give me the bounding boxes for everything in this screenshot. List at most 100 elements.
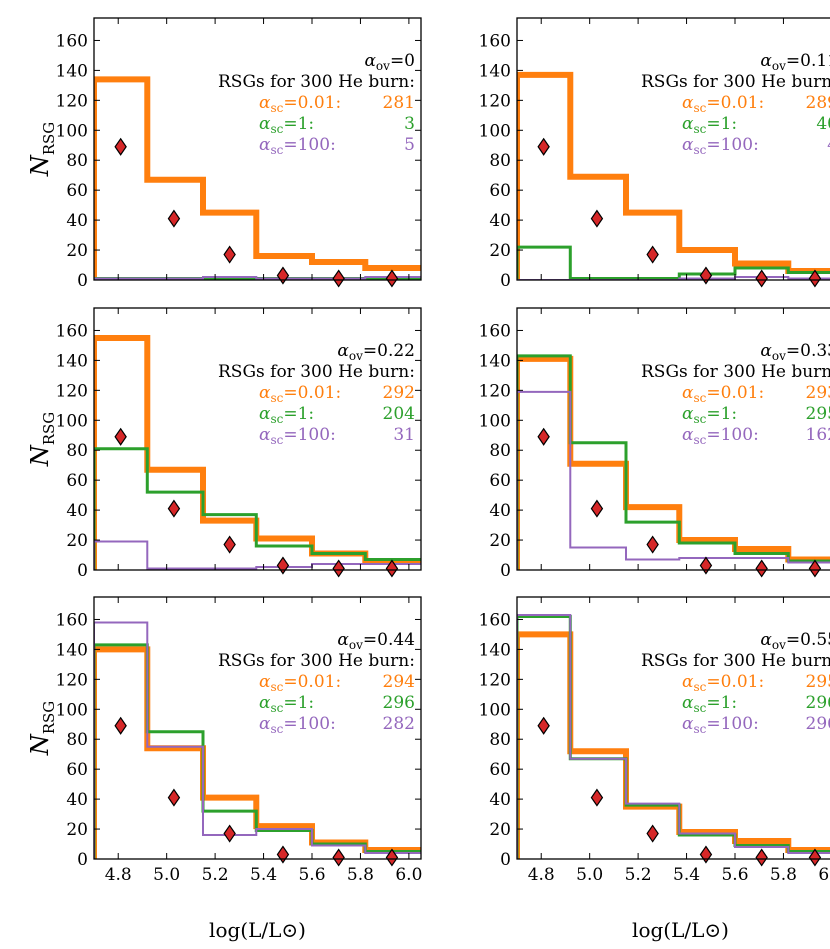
histogram-series-2	[517, 245, 830, 280]
histogram-series-3	[94, 621, 421, 859]
legend-count-1: 293	[806, 383, 830, 403]
legend-subscript: sc	[693, 391, 706, 405]
legend-subscript: sc	[270, 412, 283, 426]
legend-subscript: sc	[270, 101, 283, 115]
observed-point	[699, 266, 713, 285]
legend-count-2: 296	[806, 693, 830, 713]
observed-point	[590, 499, 604, 518]
observed-point	[385, 559, 399, 578]
alpha-subscript: ov	[772, 349, 786, 363]
y-tick-label: 40	[489, 211, 511, 231]
observed-point	[646, 535, 659, 554]
legend-label-3: αsc=100:	[259, 135, 336, 157]
y-tick-label: 80	[66, 441, 88, 461]
histogram-series-2	[517, 354, 830, 570]
legend-count-1: 295	[806, 672, 830, 692]
legend-subscript: sc	[693, 122, 706, 136]
observed-point	[332, 848, 345, 867]
legend-label-3: αsc=100:	[682, 714, 759, 736]
observed-point	[537, 137, 550, 156]
legend-alpha: α	[682, 93, 694, 113]
observed-point	[332, 269, 345, 288]
y-tick-label: 100	[479, 700, 511, 720]
alpha-ov-value: =0.33	[786, 341, 830, 361]
legend-subscript: sc	[693, 433, 706, 447]
x-axis-label: log(L/L⊙)	[632, 918, 729, 942]
legend-alpha: α	[259, 672, 271, 692]
axes-frame	[93, 307, 422, 571]
legend-alpha: α	[259, 693, 271, 713]
y-tick-label: 60	[66, 181, 88, 201]
observed-point	[646, 824, 659, 843]
observed-point	[223, 535, 236, 554]
observed-point	[167, 788, 181, 807]
y-tick-label: 0	[500, 561, 511, 581]
x-tick-label: 5.0	[153, 865, 180, 885]
observed-point	[276, 556, 290, 575]
legend-label-1: αsc=0.01:	[682, 93, 764, 115]
legend-label-1: αsc=0.01:	[259, 93, 341, 115]
rsg-header: RSGs for 300 He burn:	[641, 362, 830, 382]
y-tick-label: 60	[489, 760, 511, 780]
panel-bottom-right: 0 20 40 60 80 100 120 140 160 4.8 5.0 5.2 5.4 5.6 5.8 6…	[479, 596, 830, 885]
y-tick-label: 40	[66, 790, 88, 810]
y-tick-label: 160	[479, 31, 511, 51]
x-tick-label: 5.0	[576, 865, 603, 885]
y-tick-label: 120	[479, 91, 511, 111]
legend-count-2: 295	[806, 404, 830, 424]
rsg-header: RSGs for 300 He burn:	[641, 72, 830, 92]
observed-point	[699, 556, 713, 575]
observed-point	[537, 716, 550, 735]
y-tick-label: 80	[489, 441, 511, 461]
histogram-series-1	[517, 355, 830, 570]
y-tick-label: 100	[479, 411, 511, 431]
x-tick-label: 4.8	[528, 865, 555, 885]
y-tick-label: 140	[479, 61, 511, 81]
legend-value: =100:	[283, 714, 335, 734]
observed-point	[646, 245, 659, 264]
rsg-header: RSGs for 300 He burn:	[641, 651, 830, 671]
legend-label-1: αsc=0.01:	[682, 672, 764, 694]
legend-value: =1:	[706, 693, 737, 713]
legend-subscript: sc	[693, 143, 706, 157]
legend-label-1: αsc=0.01:	[682, 383, 764, 405]
legend-value: =0.01:	[706, 93, 764, 113]
x-tick-label: 5.2	[202, 865, 229, 885]
legend-count-2: 204	[383, 404, 415, 424]
alpha-ov-value: =0.22	[363, 341, 415, 361]
legend-label-1: αsc=0.01:	[259, 672, 341, 694]
legend-value: =100:	[283, 425, 335, 445]
x-tick-label: 4.8	[105, 865, 132, 885]
observed-point	[699, 845, 713, 864]
x-tick-label: 5.4	[673, 865, 700, 885]
legend-label-2: αsc=1:	[682, 693, 737, 715]
alpha-subscript: ov	[772, 59, 786, 73]
legend-count-1: 289	[806, 93, 830, 113]
legend-value: =100:	[283, 135, 335, 155]
legend-subscript: sc	[693, 101, 706, 115]
y-tick-label: 60	[66, 760, 88, 780]
legend-label-2: αsc=1:	[259, 693, 314, 715]
legend-alpha: α	[259, 114, 271, 134]
y-tick-label: 160	[479, 610, 511, 630]
legend-label-1: αsc=0.01:	[259, 383, 341, 405]
observed-point	[808, 559, 822, 578]
alpha-ov-label: αov=0.55	[760, 630, 830, 652]
histogram-series-2	[94, 643, 421, 859]
y-tick-label: 0	[77, 271, 88, 291]
y-tick-label: 80	[66, 730, 88, 750]
legend-alpha: α	[682, 714, 694, 734]
axes-frame	[516, 596, 830, 860]
legend-value: =0.01:	[706, 672, 764, 692]
y-tick-label: 140	[479, 640, 511, 660]
y-axis-label-main: N	[26, 733, 54, 756]
y-tick-label: 20	[489, 531, 511, 551]
rsg-header: RSGs for 300 He burn:	[218, 362, 415, 382]
legend-alpha: α	[259, 383, 271, 403]
alpha-symbol: α	[760, 341, 772, 361]
